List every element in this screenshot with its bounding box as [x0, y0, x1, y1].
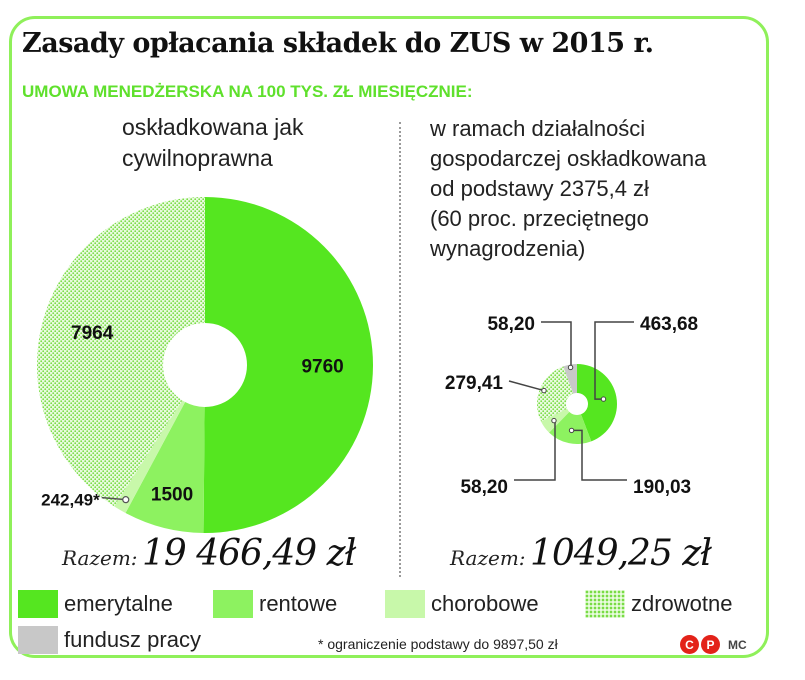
legend-label: chorobowe [431, 591, 539, 616]
callout-dot [122, 496, 130, 504]
infographic-title: Zasady opłacania składek do ZUS w 2015 r… [22, 28, 654, 59]
slice-value-label: 58,20 [460, 477, 508, 498]
slice-chorobowe [114, 400, 186, 514]
legend-swatch-fundusz-pracy [18, 626, 58, 654]
publisher-logo: C P MC [680, 635, 747, 654]
callout-dot [541, 387, 547, 394]
right-total: Razem: 1049,25 zł [450, 533, 712, 574]
right-heading-line: w ramach działalności [430, 116, 646, 141]
legend-label: zdrowotne [631, 591, 733, 616]
column-divider [399, 122, 401, 577]
slice-value-label: 463,68 [640, 314, 698, 335]
slice-zdrowotne [537, 366, 574, 422]
right-donut-chart: 463,68 190,03 58,20 279,41 58,20 [445, 314, 698, 498]
callout-dot [551, 417, 557, 424]
slice-emerytalne [577, 364, 618, 442]
left-total-value: 19 466,49 zł [141, 533, 356, 574]
callout-line [508, 380, 545, 392]
legend-item-emerytalne: emerytalne [18, 588, 173, 620]
right-total-value: 1049,25 zł [529, 533, 712, 574]
legend-swatch-chorobowe [385, 590, 425, 618]
legend-item-fundusz-pracy: fundusz pracy [18, 624, 201, 656]
left-total: Razem: 19 466,49 zł [62, 533, 356, 574]
legend-label: rentowe [259, 591, 338, 616]
legend-swatch-emerytalne [18, 590, 58, 618]
legend-swatch-rentowe [213, 590, 253, 618]
left-donut-chart: 9760 1500 7964 242,49* [36, 197, 374, 534]
slice-value-label: 1500 [151, 485, 193, 506]
legend-item-zdrowotne: zdrowotne [585, 588, 733, 620]
left-chart-heading: oskładkowana jak cywilnoprawna [122, 112, 304, 174]
callout-line [594, 321, 634, 400]
right-chart-heading: w ramach działalności gospodarczej oskła… [430, 114, 706, 264]
footnote: * ograniczenie podstawy do 9897,50 zł [318, 636, 558, 652]
legend-swatch-zdrowotne [585, 590, 625, 618]
callout-line [571, 429, 627, 481]
slice-emerytalne [203, 197, 374, 534]
slice-zdrowotne [36, 197, 205, 507]
callout-dot [567, 364, 574, 371]
slice-rentowe [125, 402, 205, 533]
legend-label: emerytalne [64, 591, 173, 616]
callout-line [541, 321, 572, 369]
right-heading-line: (60 proc. przeciętnego [430, 206, 649, 231]
slice-value-label: 9760 [301, 357, 343, 378]
copyright-c-icon: C [680, 635, 699, 654]
slice-value-label: 190,03 [633, 477, 691, 498]
callout-dot [600, 396, 607, 402]
legend-label: fundusz pracy [64, 627, 201, 652]
callout-dot [568, 427, 575, 434]
right-heading-line: gospodarczej oskładkowana [430, 146, 707, 171]
slice-value-label: 279,41 [445, 373, 504, 394]
slice-value-label: 7964 [71, 323, 114, 344]
slice-value-label: 242,49* [41, 491, 100, 510]
infographic-subtitle: UMOWA MENEDŻERSKA NA 100 TYS. ZŁ MIESIĘC… [22, 82, 473, 101]
right-heading-line: od podstawy 2375,4 zł [430, 176, 649, 201]
left-total-label: Razem: [62, 546, 138, 570]
slice-rentowe [549, 411, 592, 444]
right-total-label: Razem: [450, 546, 526, 570]
legend-item-rentowe: rentowe [213, 588, 337, 620]
slice-value-label: 58,20 [487, 314, 535, 335]
left-heading-line: cywilnoprawna [122, 145, 273, 171]
callout-line [101, 496, 126, 501]
legend-item-chorobowe: chorobowe [385, 588, 539, 620]
slice-fundusz-pracy [563, 364, 577, 394]
left-heading-line: oskładkowana jak [122, 114, 304, 140]
author-credit: MC [728, 637, 747, 652]
copyright-p-icon: P [701, 635, 720, 654]
right-heading-line: wynagrodzenia) [430, 236, 586, 261]
